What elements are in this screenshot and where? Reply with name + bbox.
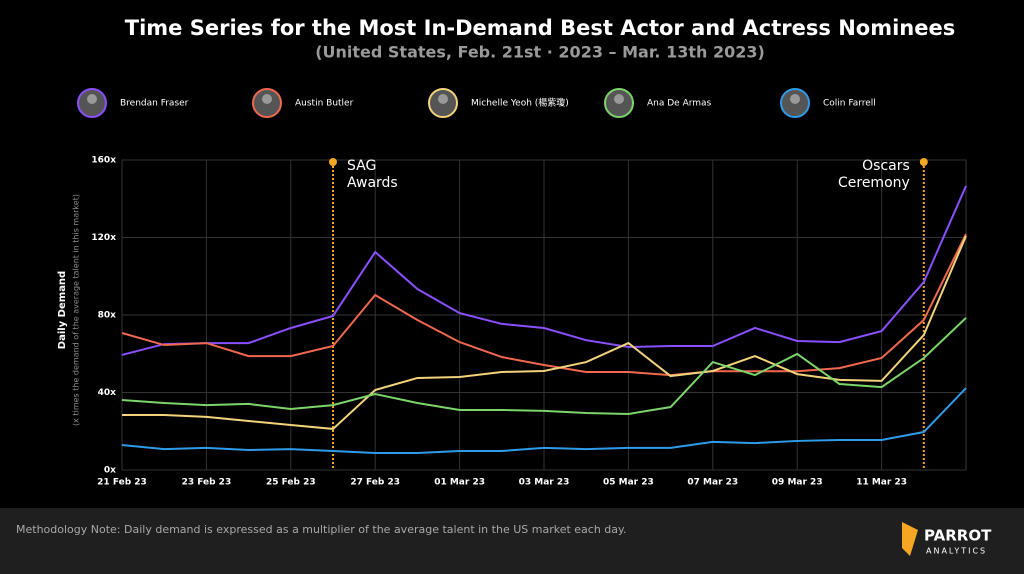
- legend-avatar-head: [87, 94, 97, 104]
- legend-avatar-head: [438, 94, 448, 104]
- x-tick-label: 11 Mar 23: [856, 478, 907, 488]
- x-tick-label: 27 Feb 23: [350, 478, 400, 488]
- methodology-note: Methodology Note: Daily demand is expres…: [16, 523, 626, 536]
- annotation-marker: [329, 158, 337, 166]
- x-tick-label: 05 Mar 23: [603, 478, 654, 488]
- chart-subtitle: (United States, Feb. 21st · 2023 – Mar. …: [315, 43, 765, 62]
- x-tick-label: 25 Feb 23: [266, 478, 316, 488]
- series-line: [121, 387, 967, 454]
- legend-label: Ana De Armas: [647, 99, 712, 109]
- series-line: [121, 233, 967, 377]
- brand-logo: [902, 522, 918, 556]
- y-axis-sublabel: (x times the demand of the average talen…: [72, 194, 81, 426]
- x-tick-label: 21 Feb 23: [97, 478, 147, 488]
- x-tick-label: 07 Mar 23: [687, 478, 738, 488]
- annotation-text: Ceremony: [838, 175, 910, 191]
- legend-label: Colin Farrell: [823, 99, 876, 109]
- x-tick-label: 01 Mar 23: [434, 478, 485, 488]
- y-tick-label: 160x: [91, 156, 116, 166]
- annotation-text: Awards: [347, 175, 398, 191]
- series-line: [121, 185, 967, 356]
- series-line: [121, 317, 967, 416]
- legend-label: Michelle Yeoh (楊紫瓊): [471, 97, 569, 109]
- footer: [0, 508, 1024, 574]
- legend-avatar-head: [790, 94, 800, 104]
- legend-avatar-head: [614, 94, 624, 104]
- x-tick-label: 03 Mar 23: [519, 478, 570, 488]
- y-tick-label: 120x: [91, 233, 116, 243]
- x-tick-label: 23 Feb 23: [182, 478, 232, 488]
- brand-name: PARROT: [924, 527, 992, 545]
- y-axis-label: Daily Demand: [57, 271, 68, 349]
- brand-sub: ANALYTICS: [926, 547, 987, 556]
- y-tick-label: 0x: [104, 466, 116, 476]
- chart-title: Time Series for the Most In-Demand Best …: [125, 16, 955, 40]
- y-tick-label: 80x: [98, 311, 117, 321]
- annotation-marker: [919, 158, 928, 166]
- legend-label: Brendan Fraser: [120, 99, 189, 109]
- annotation-text: Oscars: [862, 158, 910, 174]
- legend-label: Austin Butler: [295, 99, 354, 109]
- legend-avatar-head: [262, 94, 272, 104]
- x-tick-label: 09 Mar 23: [772, 478, 823, 488]
- series-line: [122, 235, 967, 430]
- annotation-text: SAG: [347, 158, 376, 174]
- y-tick-label: 40x: [98, 388, 117, 398]
